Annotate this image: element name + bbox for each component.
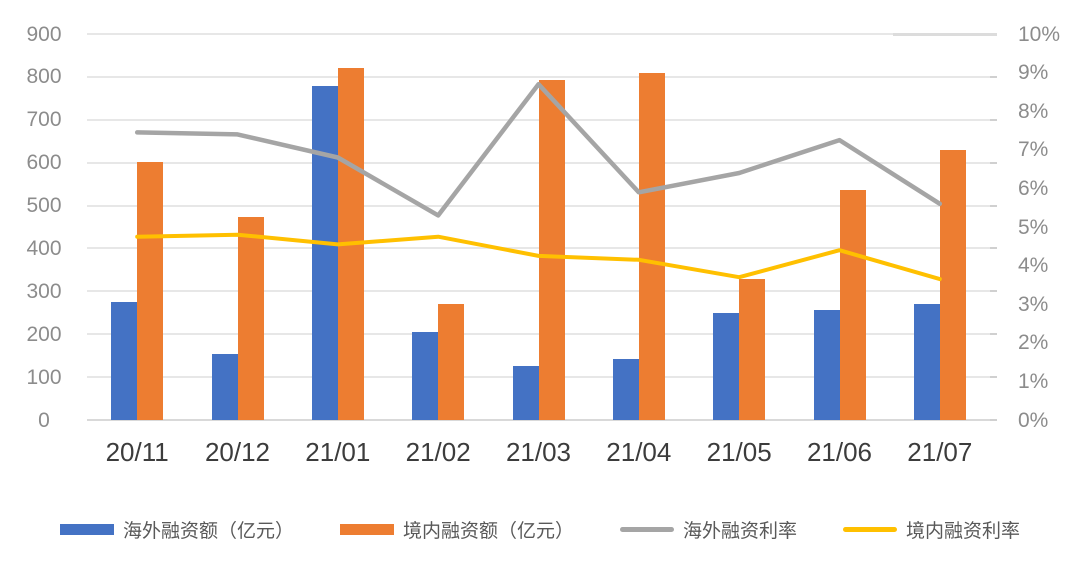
right-axis-tick-label: 10%	[1018, 22, 1061, 46]
right-axis-tick-label: 9%	[1018, 61, 1049, 85]
bar-境内融资额（亿元）-21/04	[638, 72, 665, 420]
left-axis-tick-label: 200	[26, 322, 62, 346]
right-axis-tick-label: 2%	[1018, 331, 1049, 355]
legend: 海外融资额（亿元） 境内融资额（亿元） 海外融资利率 境内融资利率	[0, 512, 1080, 546]
right-axis-tick	[990, 419, 997, 421]
bar-海外融资额（亿元）-20/11	[111, 301, 138, 420]
bar-海外融资额（亿元）-21/02	[412, 331, 439, 420]
legend-label: 海外融资额（亿元）	[122, 520, 294, 542]
left-axis-tick-label: 700	[26, 108, 62, 132]
right-axis-tick	[990, 376, 997, 379]
left-axis-tick-label: 800	[26, 65, 62, 89]
x-axis-category-label: 21/01	[305, 437, 371, 467]
right-axis-tick	[990, 118, 997, 121]
legend-item: 海外融资额（亿元）	[59, 516, 294, 543]
gridline	[87, 33, 990, 35]
right-axis-tick	[990, 247, 997, 250]
x-axis-category-label: 21/03	[505, 437, 572, 467]
x-axis-category-label: 20/12	[204, 437, 271, 467]
bar-境内融资额（亿元）-21/05	[739, 279, 766, 420]
left-axis-tick-label: 500	[26, 194, 62, 218]
bar-海外融资额（亿元）-21/04	[612, 359, 639, 420]
legend-bar-swatch	[339, 523, 394, 535]
x-axis-category-label: 21/04	[606, 437, 672, 467]
legend-line-swatch	[620, 526, 674, 532]
bar-海外融资额（亿元）-21/06	[813, 309, 840, 420]
left-axis-tick-label: 100	[26, 365, 62, 389]
right-axis-tick	[990, 75, 997, 78]
right-axis-tick-label: 7%	[1018, 138, 1049, 162]
right-axis-tick-label: 3%	[1018, 292, 1049, 316]
top-gridline-dark-segment	[893, 32, 997, 36]
left-axis-tick-label: 900	[26, 22, 62, 46]
left-axis-tick-label: 0	[38, 408, 50, 432]
legend-bar-swatch	[59, 523, 114, 535]
legend-item: 海外融资利率	[620, 516, 797, 543]
bar-海外融资额（亿元）-21/01	[311, 85, 338, 420]
x-axis-category-label: 21/05	[706, 437, 772, 467]
gridline	[87, 75, 990, 78]
legend-label: 海外融资利率	[683, 520, 798, 542]
x-axis-category-label: 20/11	[105, 437, 169, 467]
legend-item: 境内融资利率	[843, 516, 1020, 543]
bar-境内融资额（亿元）-20/11	[137, 162, 164, 420]
right-axis-tick	[990, 204, 997, 207]
bar-境内融资额（亿元）-21/06	[839, 190, 866, 420]
bar-境内融资额（亿元）-21/07	[939, 150, 966, 420]
right-axis-tick-label: 0%	[1018, 408, 1049, 432]
x-axis-category-label: 21/06	[806, 437, 873, 467]
bar-海外融资额（亿元）-21/05	[713, 312, 740, 420]
legend-label: 境内融资利率	[906, 520, 1021, 542]
bar-境内融资额（亿元）-21/01	[337, 68, 364, 420]
x-axis-line	[87, 419, 990, 421]
right-axis-tick-label: 1%	[1018, 369, 1049, 393]
right-axis-tick-label: 6%	[1018, 176, 1049, 200]
right-axis-tick	[990, 333, 997, 336]
right-axis-tick-label: 4%	[1018, 254, 1049, 278]
legend-label: 境内融资额（亿元）	[402, 520, 574, 542]
left-axis-tick-label: 300	[26, 279, 62, 303]
bar-境内融资额（亿元）-21/03	[538, 79, 565, 420]
right-axis-tick	[990, 290, 997, 293]
right-axis-tick-label: 8%	[1018, 99, 1049, 123]
right-axis-tick-label: 5%	[1018, 215, 1049, 239]
left-axis-tick-label: 600	[26, 151, 62, 175]
bar-海外融资额（亿元）-21/07	[913, 303, 940, 420]
legend-item: 境内融资额（亿元）	[339, 516, 574, 543]
right-axis-tick	[990, 161, 997, 164]
x-axis-category-label: 21/02	[405, 437, 471, 467]
bar-海外融资额（亿元）-21/03	[512, 365, 539, 420]
bar-境内融资额（亿元）-21/02	[438, 303, 465, 420]
left-axis-tick-label: 400	[26, 236, 62, 260]
bar-境内融资额（亿元）-20/12	[237, 216, 264, 420]
bar-海外融资额（亿元）-20/12	[211, 353, 238, 420]
x-axis-category-label: 21/07	[907, 437, 973, 467]
legend-line-swatch	[843, 526, 898, 532]
